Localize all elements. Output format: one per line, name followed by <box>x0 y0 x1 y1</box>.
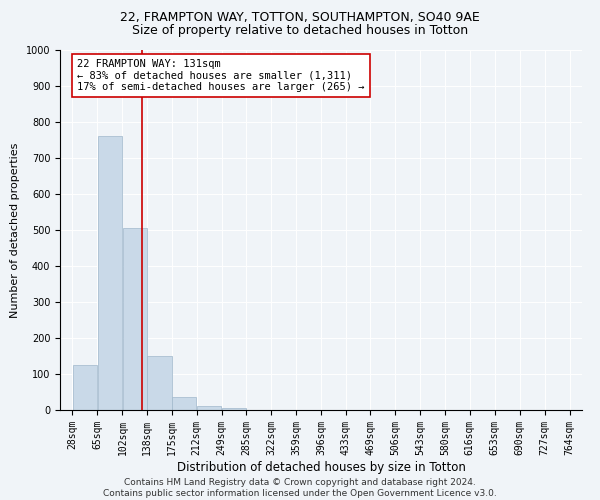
Bar <box>172 398 196 410</box>
Text: Contains HM Land Registry data © Crown copyright and database right 2024.
Contai: Contains HM Land Registry data © Crown c… <box>103 478 497 498</box>
Bar <box>147 356 172 410</box>
Y-axis label: Number of detached properties: Number of detached properties <box>10 142 20 318</box>
X-axis label: Distribution of detached houses by size in Totton: Distribution of detached houses by size … <box>176 460 466 473</box>
Bar <box>123 228 146 410</box>
Text: 22 FRAMPTON WAY: 131sqm
← 83% of detached houses are smaller (1,311)
17% of semi: 22 FRAMPTON WAY: 131sqm ← 83% of detache… <box>77 59 365 92</box>
Bar <box>73 365 97 410</box>
Bar <box>197 406 221 410</box>
Text: Size of property relative to detached houses in Totton: Size of property relative to detached ho… <box>132 24 468 37</box>
Bar <box>98 136 122 410</box>
Text: 22, FRAMPTON WAY, TOTTON, SOUTHAMPTON, SO40 9AE: 22, FRAMPTON WAY, TOTTON, SOUTHAMPTON, S… <box>120 11 480 24</box>
Bar <box>222 408 246 410</box>
